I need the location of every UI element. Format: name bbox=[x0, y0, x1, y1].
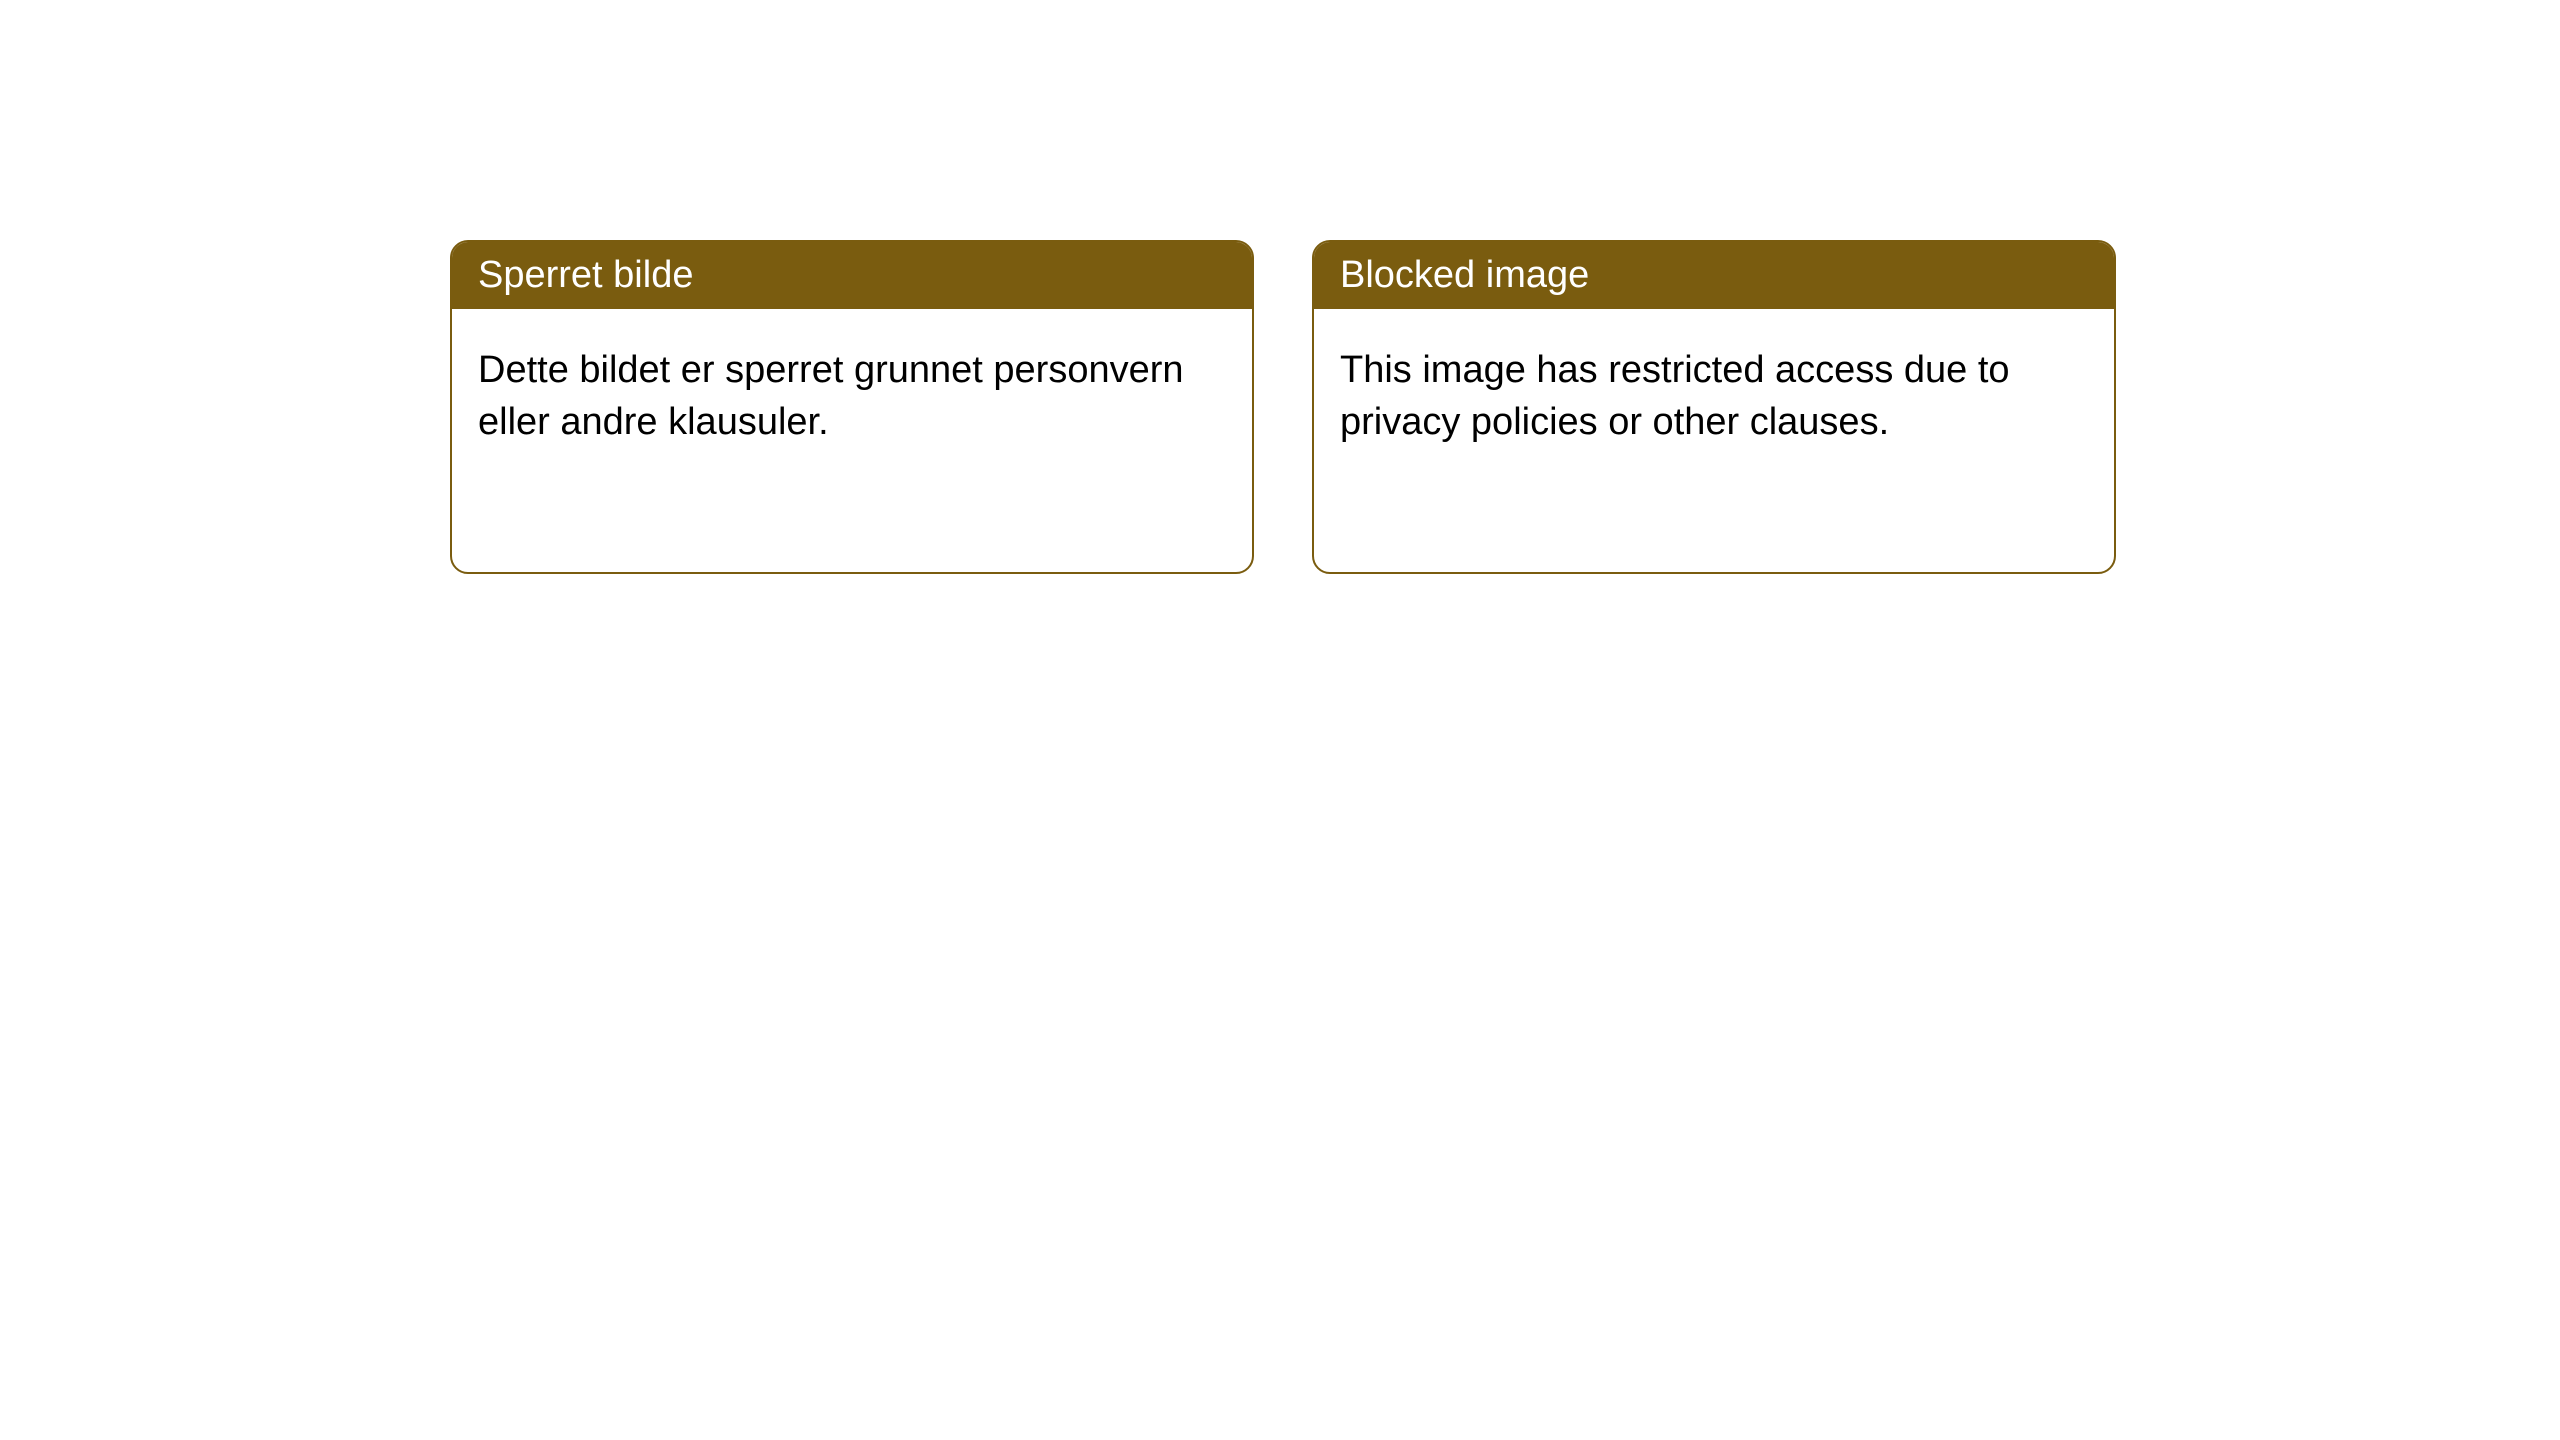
cards-container: Sperret bilde Dette bildet er sperret gr… bbox=[0, 0, 2560, 574]
card-title-en: Blocked image bbox=[1314, 242, 2114, 309]
blocked-image-card-no: Sperret bilde Dette bildet er sperret gr… bbox=[450, 240, 1254, 574]
blocked-image-card-en: Blocked image This image has restricted … bbox=[1312, 240, 2116, 574]
card-body-en: This image has restricted access due to … bbox=[1314, 309, 2114, 484]
card-body-no: Dette bildet er sperret grunnet personve… bbox=[452, 309, 1252, 484]
card-title-no: Sperret bilde bbox=[452, 242, 1252, 309]
